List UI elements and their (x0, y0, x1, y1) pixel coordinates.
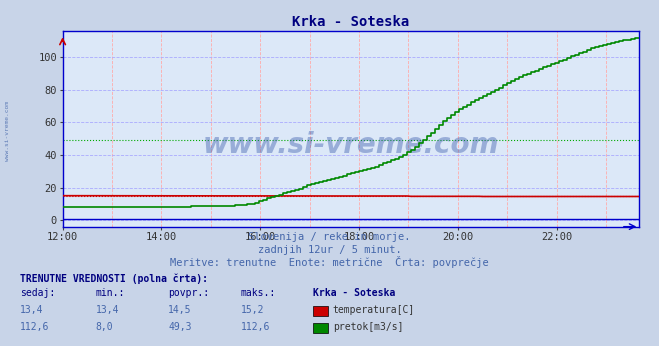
Text: Krka - Soteska: Krka - Soteska (313, 288, 395, 298)
Text: 8,0: 8,0 (96, 322, 113, 333)
Text: Slovenija / reke in morje.: Slovenija / reke in morje. (248, 233, 411, 243)
Title: Krka - Soteska: Krka - Soteska (293, 15, 409, 29)
Text: 13,4: 13,4 (96, 305, 119, 315)
Text: 112,6: 112,6 (20, 322, 49, 333)
Text: min.:: min.: (96, 288, 125, 298)
Text: pretok[m3/s]: pretok[m3/s] (333, 322, 403, 333)
Text: 112,6: 112,6 (241, 322, 270, 333)
Text: 15,2: 15,2 (241, 305, 264, 315)
Text: maks.:: maks.: (241, 288, 275, 298)
Text: zadnjih 12ur / 5 minut.: zadnjih 12ur / 5 minut. (258, 245, 401, 255)
Text: Meritve: trenutne  Enote: metrične  Črta: povprečje: Meritve: trenutne Enote: metrične Črta: … (170, 256, 489, 268)
Text: www.si-vreme.com: www.si-vreme.com (5, 101, 11, 162)
Text: 13,4: 13,4 (20, 305, 43, 315)
Text: povpr.:: povpr.: (168, 288, 209, 298)
Text: temperatura[C]: temperatura[C] (333, 305, 415, 315)
Text: 14,5: 14,5 (168, 305, 192, 315)
Text: 49,3: 49,3 (168, 322, 192, 333)
Text: www.si-vreme.com: www.si-vreme.com (203, 130, 499, 158)
Text: TRENUTNE VREDNOSTI (polna črta):: TRENUTNE VREDNOSTI (polna črta): (20, 273, 208, 284)
Text: sedaj:: sedaj: (20, 288, 55, 298)
